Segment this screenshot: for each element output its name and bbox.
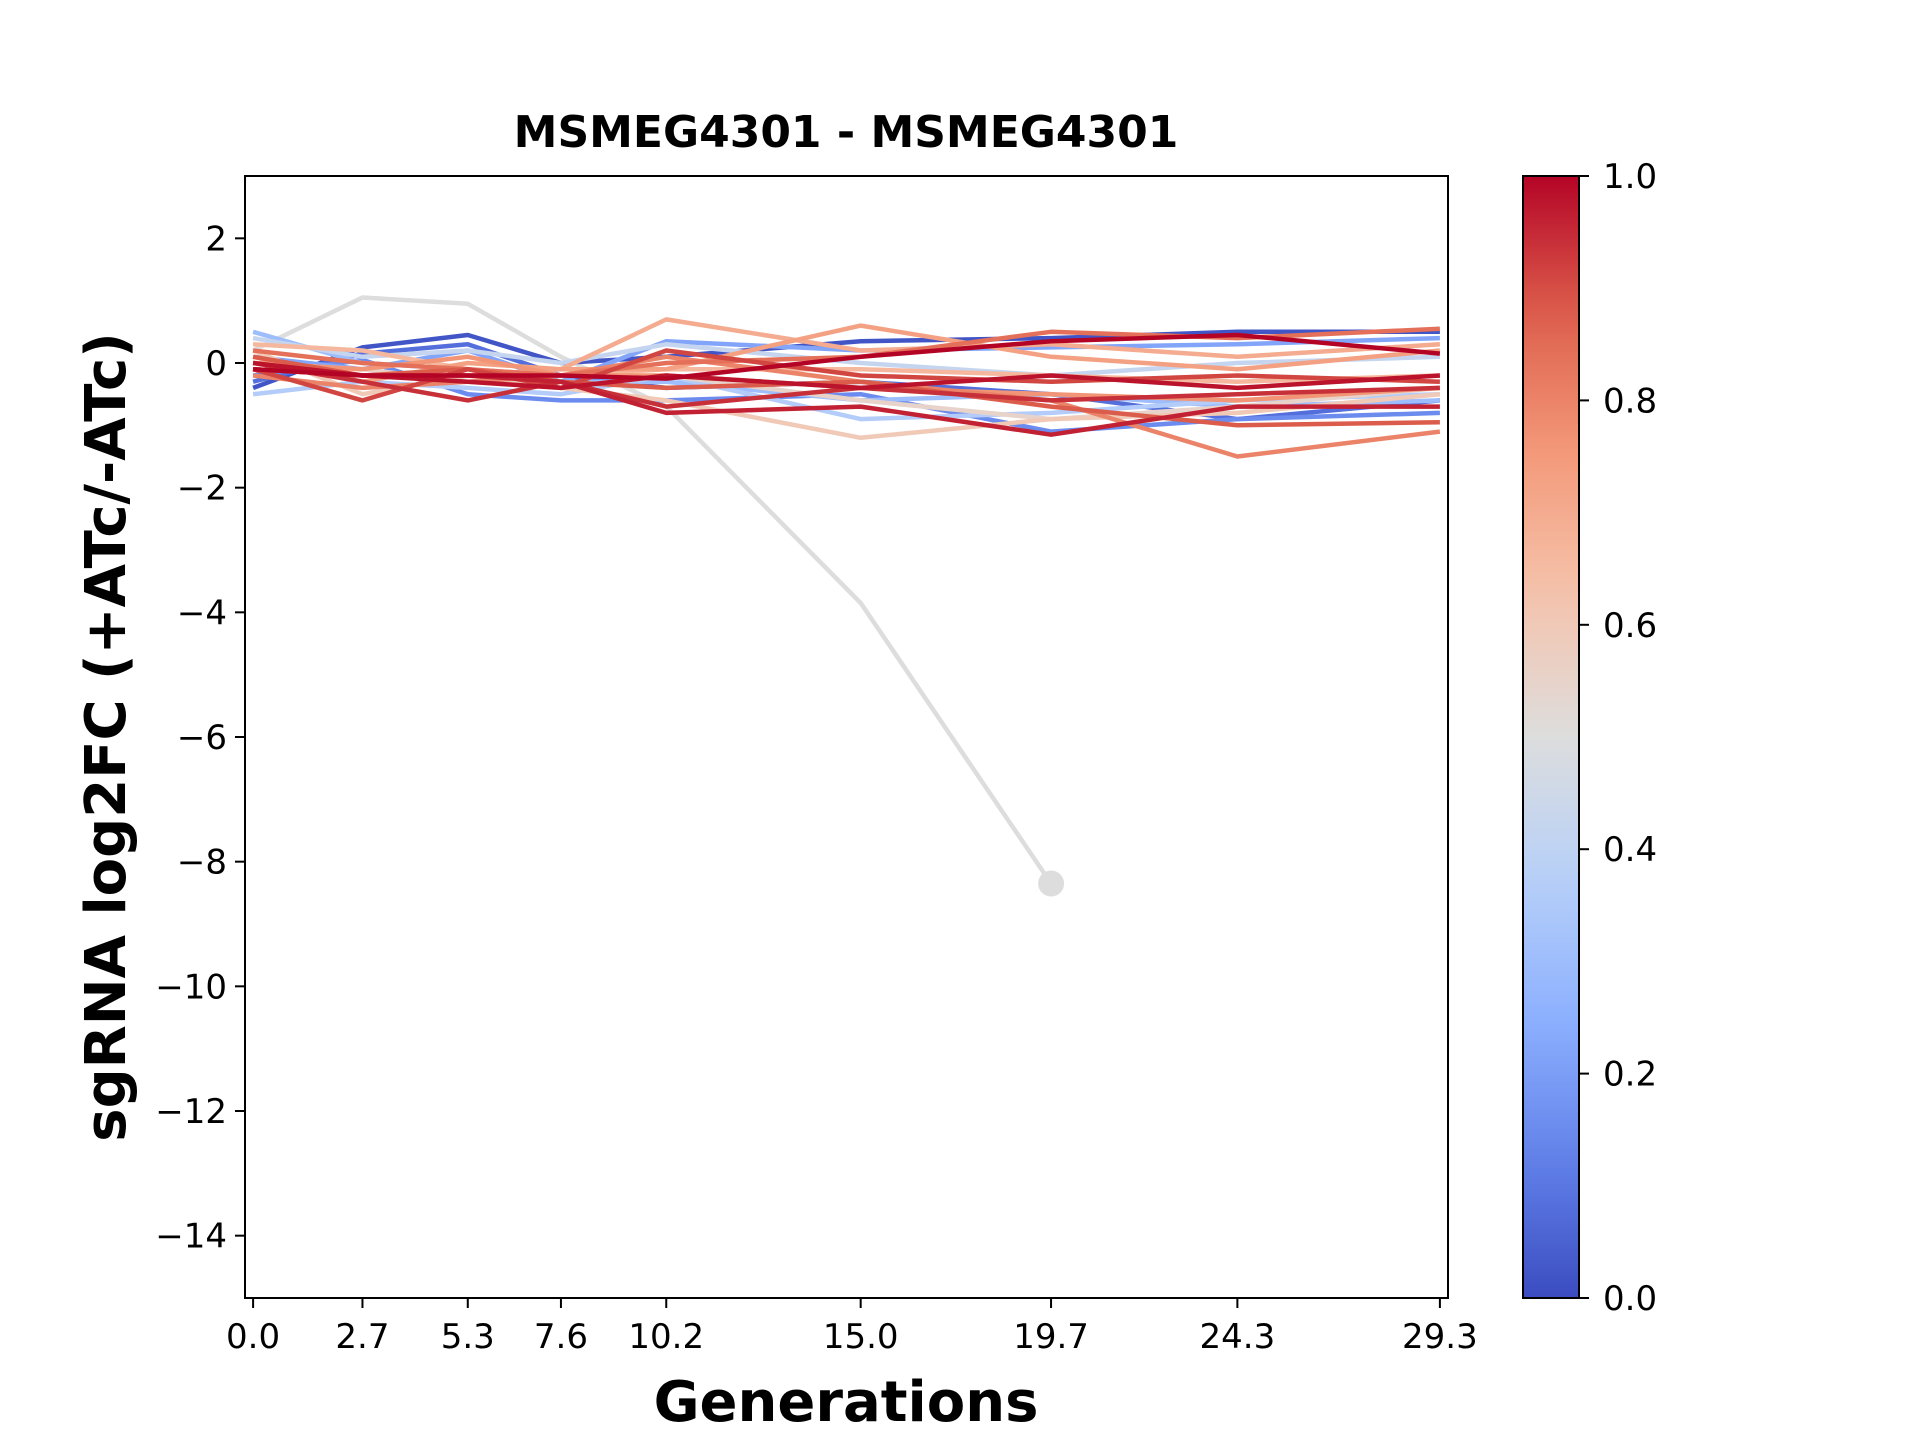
x-tick-label: 10.2 — [628, 1317, 704, 1357]
chart-title: MSMEG4301 - MSMEG4301 — [514, 107, 1179, 158]
colorbar-tick-label: 0.6 — [1603, 606, 1657, 646]
x-tick-label: 0.0 — [226, 1317, 280, 1357]
colorbar-tick-label: 0.0 — [1603, 1279, 1657, 1319]
x-tick-label: 2.7 — [335, 1317, 389, 1357]
y-tick-label: −6 — [177, 718, 227, 758]
plot-area — [244, 175, 1449, 1299]
x-axis-label: Generations — [654, 1370, 1039, 1435]
x-tick-label: 24.3 — [1200, 1317, 1276, 1357]
y-tick-label: 2 — [205, 219, 227, 259]
y-tick-label: −4 — [177, 593, 227, 633]
x-tick-label: 29.3 — [1402, 1317, 1478, 1357]
colorbar-tick-label: 0.4 — [1603, 830, 1657, 870]
y-axis-ticks: 2 0 −2 −4 −6 −8 −10 −12 −14 — [155, 219, 245, 1257]
colorbar-ticks: 0.0 0.2 0.4 0.6 0.8 1.0 — [1579, 157, 1657, 1319]
y-tick-label: −12 — [155, 1092, 227, 1132]
series-line-19 — [252, 360, 1440, 409]
y-tick-label: −10 — [155, 967, 227, 1007]
series-end-marker-1 — [1038, 870, 1065, 897]
x-tick-label: 15.0 — [823, 1317, 899, 1357]
x-tick-label: 19.7 — [1013, 1317, 1089, 1357]
y-tick-label: −14 — [155, 1217, 227, 1257]
colorbar-tick-label: 0.8 — [1603, 381, 1657, 421]
y-tick-label: −2 — [177, 469, 227, 509]
colorbar-gradient — [1523, 176, 1579, 1298]
x-tick-label: 7.6 — [534, 1317, 588, 1357]
colorbar-tick-label: 0.2 — [1603, 1055, 1657, 1095]
series-layer — [252, 295, 1441, 897]
y-tick-label: 0 — [205, 344, 227, 384]
x-tick-label: 5.3 — [441, 1317, 495, 1357]
colorbar-frame — [1522, 175, 1580, 1299]
x-axis-ticks: 0.0 2.7 5.3 7.6 10.2 15.0 19.7 24.3 29.3 — [226, 1298, 1478, 1357]
series-line-1 — [252, 295, 1053, 885]
y-axis-label: sgRNA log2FC (+ATc/-ATc) — [74, 332, 139, 1142]
colorbar: 0.0 0.2 0.4 0.6 0.8 1.0 — [1522, 157, 1657, 1319]
y-tick-label: −8 — [177, 843, 227, 883]
series-line-22 — [252, 332, 1441, 381]
colorbar-tick-label: 1.0 — [1603, 157, 1657, 197]
